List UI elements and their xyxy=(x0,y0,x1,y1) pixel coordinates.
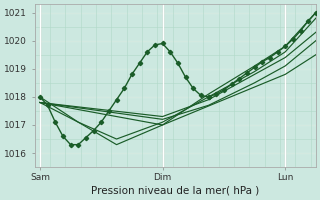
X-axis label: Pression niveau de la mer( hPa ): Pression niveau de la mer( hPa ) xyxy=(91,186,260,196)
